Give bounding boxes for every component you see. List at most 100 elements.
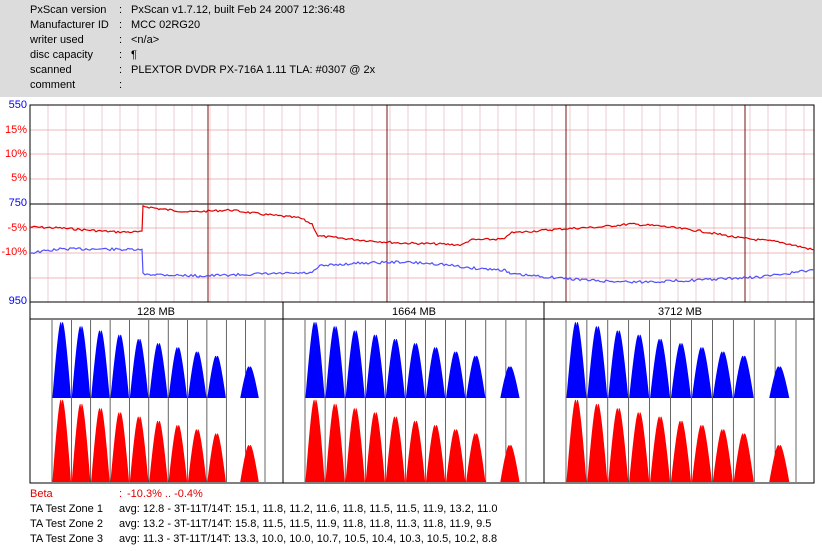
pit-peak — [110, 412, 130, 482]
ta-zone-2-avg: avg: 13.2 - 3T-11T/14T: 15.8, 11.5, 11.5… — [119, 518, 492, 530]
axis-label-950: 950 — [9, 295, 27, 307]
info-key: disc capacity — [30, 49, 93, 61]
land-peak — [240, 366, 259, 398]
jitter-trace — [29, 247, 815, 284]
land-peak — [405, 343, 426, 398]
pit-peak — [670, 420, 692, 482]
info-colon: : — [119, 34, 123, 46]
info-key: scanned — [30, 64, 72, 76]
land-peak — [110, 334, 130, 398]
land-peak — [187, 351, 207, 398]
ta-zone-3-avg: avg: 11.3 - 3T-11T/14T: 13.3, 10.0, 10.0… — [119, 533, 498, 545]
pit-peak — [733, 433, 754, 482]
pit-peak — [385, 416, 406, 482]
pit-peak — [650, 416, 671, 482]
pit-peak — [345, 408, 365, 482]
info-value: <n/a> — [131, 34, 160, 46]
pit-peak — [149, 420, 168, 482]
pit-peak — [168, 424, 188, 482]
info-colon: : — [119, 4, 123, 16]
pit-peak — [207, 433, 226, 482]
pit-peak — [712, 429, 733, 482]
info-value: MCC 02RG20 — [131, 19, 201, 31]
land-peak — [587, 326, 608, 398]
beta-colon: : — [119, 488, 123, 500]
land-peak — [425, 347, 446, 398]
land-peak — [650, 338, 671, 398]
land-peak — [207, 355, 226, 398]
info-colon: : — [119, 79, 123, 91]
info-colon: : — [119, 19, 123, 31]
info-value: PLEXTOR DVDR PX-716A 1.11 TLA: #0307 @ 2… — [131, 64, 376, 76]
pit-peak — [305, 399, 325, 482]
ta-zone-1-avg: avg: 12.8 - 3T-11T/14T: 15.1, 11.8, 11.2… — [119, 503, 498, 515]
land-peak — [446, 351, 466, 398]
pit-peak — [187, 429, 207, 482]
land-peak — [670, 343, 692, 398]
axis-label-minus5pct: -5% — [7, 222, 27, 234]
info-value: ¶ — [131, 49, 137, 61]
axis-label-750: 750 — [9, 197, 27, 209]
info-key: Manufacturer ID — [30, 19, 109, 31]
ta-zone-label-2: 1664 MB — [392, 306, 436, 318]
land-peak — [733, 355, 754, 398]
pit-peak — [466, 433, 486, 482]
axis-label-5pct: 5% — [11, 172, 27, 184]
ta-zone-1-label: TA Test Zone 1 — [30, 503, 103, 515]
land-peak — [608, 330, 629, 398]
pit-peak — [240, 445, 259, 482]
land-peak — [712, 351, 733, 398]
land-peak — [629, 334, 650, 398]
info-key: PxScan version — [30, 4, 107, 16]
ta-zone-3-histogram — [565, 320, 797, 482]
jitter-beta-grid — [29, 104, 815, 303]
pit-peak — [566, 399, 587, 482]
pit-peak — [769, 445, 790, 482]
axis-label-10pct: 10% — [5, 148, 27, 160]
scan-info-header: PxScan version : PxScan v1.7.12, built F… — [0, 0, 822, 97]
land-peak — [345, 330, 365, 398]
pit-peak — [691, 424, 712, 482]
pit-peak — [52, 399, 71, 482]
info-colon: : — [119, 64, 123, 76]
land-peak — [365, 334, 385, 398]
beta-value: -10.3% .. -0.4% — [127, 488, 203, 500]
land-peak — [769, 366, 790, 398]
info-value: PxScan v1.7.12, built Feb 24 2007 12:36:… — [131, 4, 346, 16]
info-colon: : — [119, 49, 123, 61]
pit-peak — [91, 408, 110, 482]
pit-peak — [129, 416, 149, 482]
land-peak — [466, 355, 486, 398]
pit-peak — [608, 408, 629, 482]
land-peak — [52, 321, 71, 398]
info-key: writer used — [30, 34, 84, 46]
ta-zone-label-1: 128 MB — [137, 306, 175, 318]
land-peak — [325, 326, 345, 398]
land-peak — [385, 338, 406, 398]
land-peak — [129, 338, 149, 398]
ta-zone-3-label: TA Test Zone 3 — [30, 533, 103, 545]
land-peak — [305, 321, 325, 398]
land-peak — [566, 321, 587, 398]
land-peak — [149, 343, 168, 398]
ta-zone-2-histogram — [304, 320, 527, 482]
ta-zone-label-3: 3712 MB — [658, 306, 702, 318]
pit-peak — [365, 412, 385, 482]
pit-peak — [446, 429, 466, 482]
axis-label-15pct: 15% — [5, 124, 27, 136]
pit-peak — [325, 403, 345, 482]
land-peak — [691, 347, 712, 398]
pit-peak — [425, 424, 446, 482]
axis-label-minus10pct: -10% — [1, 246, 27, 258]
axis-label-550: 550 — [9, 99, 27, 111]
land-peak — [500, 366, 520, 398]
beta-label: Beta — [30, 488, 53, 500]
pit-peak — [500, 445, 520, 482]
pit-peak — [405, 420, 426, 482]
land-peak — [168, 347, 188, 398]
jitter-beta-axis-labels: 550 15% 10% 5% 750 -5% -10% 950 — [1, 99, 27, 307]
pit-peak — [629, 412, 650, 482]
beta-trace — [29, 204, 815, 251]
land-peak — [91, 330, 110, 398]
